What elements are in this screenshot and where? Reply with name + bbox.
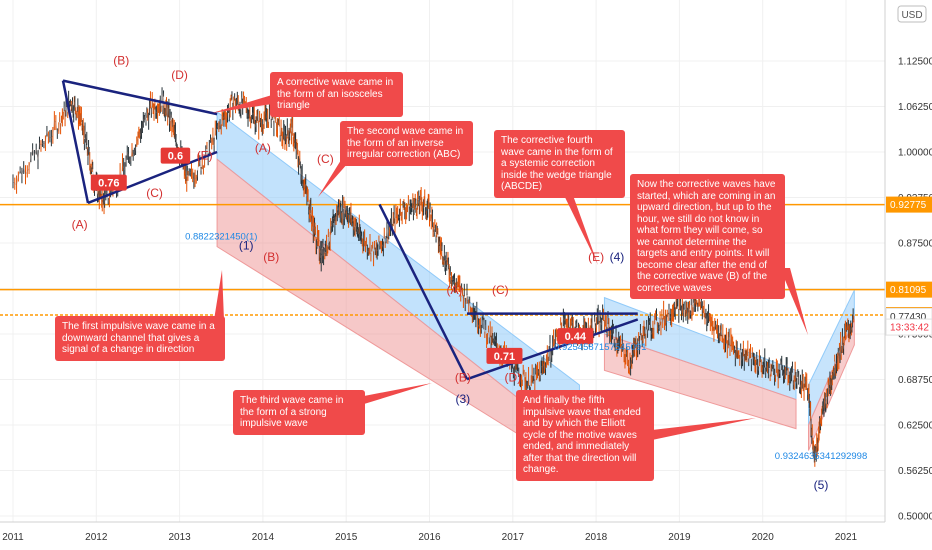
wave-labels: (A)(B)(C)(D)(E)(A)(C)(2)(B)(1)(A)(C)(B)(… bbox=[72, 54, 829, 492]
fib-value: 0.9254587157545091 bbox=[554, 342, 646, 353]
price-tag bbox=[885, 318, 932, 336]
wave-label: (E) bbox=[197, 148, 213, 162]
fib-badge bbox=[486, 347, 523, 364]
fib-value: 0.8822321450(1) bbox=[185, 231, 257, 242]
wave-label: (C) bbox=[146, 186, 163, 200]
fib-values: 0.8822321450(1) 0.9254587157545091 0.93246… bbox=[185, 231, 867, 462]
x-tick-label: 2012 bbox=[85, 532, 108, 543]
x-tick-label: 2017 bbox=[502, 532, 525, 543]
y-tick-label: 0.68750 bbox=[898, 375, 932, 386]
price-tag-label: 0.77430 bbox=[890, 312, 927, 323]
y-tick-label: 0.56250 bbox=[898, 466, 932, 477]
trend-line bbox=[378, 203, 469, 380]
callout-pointer bbox=[214, 270, 224, 320]
callout-first-wave: The first impulsive wave came in a downw… bbox=[55, 316, 225, 361]
wave-label: (B) bbox=[113, 54, 129, 68]
callout-corrective-upward: Now the corrective waves have started, w… bbox=[630, 174, 785, 299]
trend-line bbox=[62, 79, 218, 116]
callout-fourth-wave: The corrective fourth wave came in the f… bbox=[494, 130, 625, 198]
y-tick-label: 1.12500 bbox=[898, 57, 932, 68]
price-level-tag bbox=[886, 196, 932, 213]
price-tag-label: 13:33:42 bbox=[890, 323, 929, 334]
fib-badge bbox=[557, 328, 594, 345]
callout-pointer bbox=[780, 268, 808, 335]
x-tick-label: 2011 bbox=[2, 532, 24, 543]
fib-badge-label: 0.6 bbox=[168, 151, 183, 163]
channel-extra bbox=[603, 333, 797, 430]
wave-label: (1) bbox=[239, 239, 254, 253]
callout-pointer bbox=[364, 383, 432, 404]
wave-label: (A) bbox=[255, 141, 271, 155]
wave-label: (C) bbox=[492, 283, 509, 297]
fib-badge bbox=[90, 174, 127, 191]
wave-label: (A) bbox=[72, 217, 88, 231]
wave-label: (D) bbox=[171, 68, 188, 82]
y-tick-label: 0.62500 bbox=[898, 421, 932, 432]
x-tick-label: 2021 bbox=[835, 532, 858, 543]
y-tick-label: 1.06250 bbox=[898, 102, 932, 113]
currency-label: USD bbox=[901, 10, 922, 21]
fib-value: 0.9324636341292998 bbox=[775, 451, 867, 462]
trend-lines bbox=[61, 79, 639, 381]
callout-fifth-wave: And finally the fifth impulsive wave tha… bbox=[516, 390, 654, 481]
x-tick-label: 2015 bbox=[335, 532, 358, 543]
fib-badge bbox=[160, 147, 191, 164]
x-tick-label: 2014 bbox=[252, 532, 275, 543]
y-tick-label: 0.87500 bbox=[898, 239, 932, 250]
x-tick-label: 2019 bbox=[668, 532, 691, 543]
wave-label: (C) bbox=[317, 152, 334, 166]
fib-badge-label: 0.76 bbox=[98, 178, 119, 190]
callout-pointer bbox=[212, 95, 272, 113]
wave-label: (B) bbox=[455, 370, 471, 384]
wave-label: (E) bbox=[588, 250, 604, 264]
x-tick-label: 2016 bbox=[418, 532, 441, 543]
y-tick-label: 1.00000 bbox=[898, 148, 932, 159]
trend-line bbox=[61, 80, 90, 204]
trend-line bbox=[466, 318, 639, 381]
y-tick-label: 0.50000 bbox=[898, 512, 932, 523]
wave-label: (B) bbox=[263, 250, 279, 264]
trend-line bbox=[87, 150, 218, 205]
callout-pointers bbox=[212, 95, 808, 440]
callout-third-wave: The third wave came in the form of a str… bbox=[233, 390, 365, 435]
wave-label: (3) bbox=[455, 392, 470, 406]
callout-pointer bbox=[560, 187, 598, 265]
wave-label: (5) bbox=[814, 478, 829, 492]
wave-label: (4) bbox=[610, 250, 625, 264]
wave-label: (D) bbox=[504, 370, 521, 384]
price-level-label: 0.81095 bbox=[890, 285, 927, 296]
x-tick-label: 2020 bbox=[752, 532, 775, 543]
wave-label: (A) bbox=[446, 283, 462, 297]
x-tick-label: 2018 bbox=[585, 532, 608, 543]
price-level-tag bbox=[886, 281, 932, 298]
callout-pointer bbox=[652, 418, 756, 440]
fib-badges: 0.76 0.6 0.71 0.44 bbox=[90, 147, 594, 364]
fib-badge-label: 0.44 bbox=[565, 331, 587, 343]
currency-button[interactable] bbox=[897, 5, 927, 23]
fib-badge-label: 0.71 bbox=[494, 351, 515, 363]
callout-second-wave: The second wave came in the form of an i… bbox=[340, 121, 473, 166]
callout-triangle: A corrective wave came in the form of an… bbox=[270, 72, 403, 117]
x-tick-label: 2013 bbox=[168, 532, 191, 543]
x-axis: 2011 2012 2013 2014 2015 2016 2017 2018 2019 2020… bbox=[2, 532, 857, 543]
price-line bbox=[12, 93, 854, 464]
price-level-label: 0.92775 bbox=[890, 200, 927, 211]
